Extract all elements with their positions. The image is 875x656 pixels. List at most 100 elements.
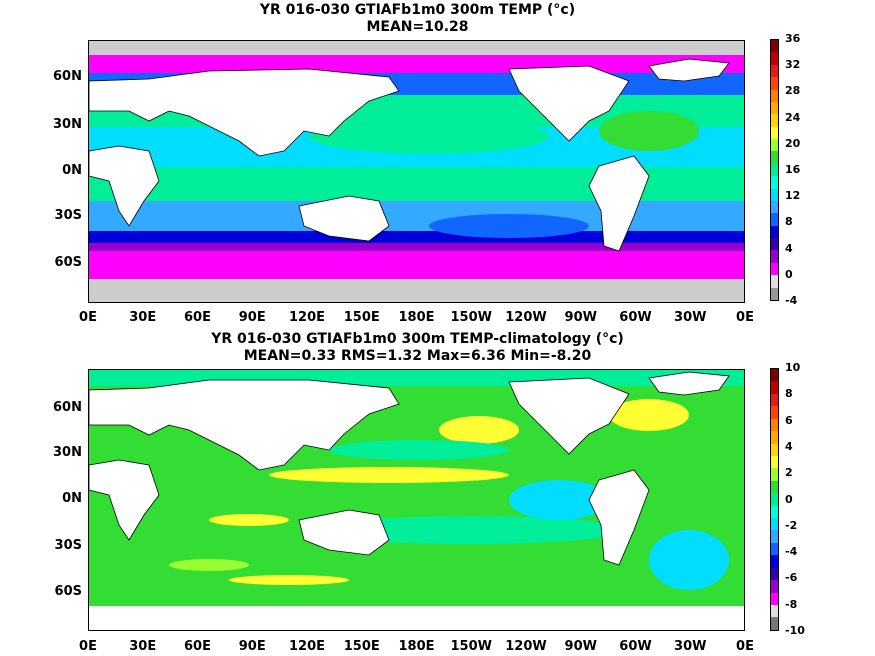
panel2-colorbar-segment [771,592,778,606]
panel1-colorbar-label: 16 [785,163,801,176]
panel2-xtick: 90E [238,639,266,654]
panel2-xtick: 0E [79,639,97,654]
panel1-colorbar-segment [771,176,778,189]
panel2-colorbar-label: -2 [785,518,798,532]
panel2-colorbar-label: -4 [785,545,798,559]
panel1-colorbar-label: 12 [785,189,801,203]
panel1-xtick: 60E [184,310,211,325]
panel1-xtick: 120W [505,310,547,325]
panel2-colorbar-segment [771,480,778,494]
panel2-colorbar-segment [771,518,778,531]
panel2-colorbar-segment [771,369,778,382]
panel2-ytick: 30S [54,538,82,553]
panel1-colorbar-segment [771,139,778,152]
panel2-colorbar-label: 4 [785,439,793,453]
panel1-ytick: 0N [62,163,82,178]
panel1-colorbar-segment [771,89,778,102]
panel1-colorbar-label: 4 [785,241,793,255]
panel1-xtick: 120E [288,310,326,325]
panel1-colorbar-segment [771,250,778,263]
panel1-xtick: 180E [398,310,435,325]
panel2-xtick: 30W [674,639,707,654]
panel1-xtick: 150W [450,310,492,325]
panel2-colorbar-label: 6 [785,413,793,427]
panel1-colorbar-segment [771,40,778,53]
panel1-colorbar-label: 0 [785,267,793,281]
panel2-colorbar-segment [771,567,778,581]
panel2-map [88,369,745,631]
panel1-colorbar-label: 8 [785,215,793,229]
panel2-xtick: 0E [736,639,754,654]
panel1-colorbar [770,39,779,301]
panel1-subtitle: MEAN=10.28 [366,19,469,35]
panel1-colorbar-segment [771,262,778,276]
panel2-colorbar-segment [771,617,778,630]
panel1-colorbar-label: 28 [785,84,801,98]
panel1-title: YR 016-030 GTIAFb1m0 300m TEMP (°c) [259,2,576,18]
panel1-colorbar-segment [771,213,778,226]
panel2-colorbar [770,368,779,631]
panel1-xtick: 0E [736,310,754,325]
panel1-xtick: 90E [238,310,266,325]
panel2-xtick: 30E [129,639,157,654]
panel2-colorbar-label: -8 [785,597,798,611]
panel2-colorbar-label: 10 [785,361,801,374]
panel2-colorbar-label: -6 [785,571,798,585]
panel1-ytick: 60S [54,255,82,270]
panel2-xtick: 90W [564,639,597,654]
panel2-colorbar-segment [771,406,778,419]
panel1-colorbar-segment [771,225,778,238]
panel2-xtick: 60E [184,639,211,654]
panel2-colorbar-segment [771,443,778,456]
panel2-colorbar-segment [771,455,778,469]
panel2-colorbar-label: 8 [785,387,793,401]
panel2-colorbar-segment [771,418,778,432]
panel2-ytick: 0N [62,491,82,506]
panel1-colorbar-segment [771,52,778,65]
panel1-colorbar-segment [771,163,778,177]
panel1-colorbar-label: 20 [785,136,801,150]
panel1-xtick: 0E [79,310,97,325]
panel1-colorbar-label: 24 [785,110,801,124]
panel1-colorbar-segment [771,126,778,139]
panel2-colorbar-segment [771,542,778,556]
panel2-xtick: 150E [343,639,380,654]
panel1-ytick: 30N [53,117,82,132]
panel1-colorbar-segment [771,200,778,214]
panel2-xtick: 120W [505,639,547,654]
panel1-colorbar-segment [771,114,778,127]
panel1-colorbar-segment [771,287,778,300]
panel1-xtick: 30E [129,310,157,325]
panel2-colorbar-segment [771,431,778,444]
panel1-colorbar-segment [771,238,778,251]
panel2-colorbar-label: 2 [785,466,793,480]
panel2-ytick: 60N [53,400,82,415]
panel2-xtick: 150W [450,639,492,654]
panel1-xtick: 150E [343,310,380,325]
panel1-colorbar-label: 32 [785,58,801,72]
panel2-subtitle: MEAN=0.33 RMS=1.32 Max=6.36 Min=-8.20 [243,348,592,364]
panel1-colorbar-segment [771,77,778,90]
panel1-ytick: 60N [53,69,82,84]
panel2-colorbar-segment [771,505,778,519]
panel2-colorbar-segment [771,393,778,407]
panel2-colorbar-segment [771,381,778,394]
panel1-colorbar-segment [771,101,778,115]
panel2-colorbar-segment [771,605,778,618]
panel2-colorbar-segment [771,530,778,543]
panel1-colorbar-segment [771,275,778,288]
panel1-xtick: 90W [564,310,597,325]
panel2-xtick: 120E [288,639,326,654]
panel2-xtick: 180E [398,639,435,654]
panel2-colorbar-segment [771,468,778,481]
panel2-ytick: 30N [53,445,82,460]
panel1-colorbar-label: -4 [785,294,798,307]
panel1-xtick: 60W [619,310,652,325]
panel1-ytick: 30S [54,208,82,223]
panel2-colorbar-label: -10 [785,624,805,637]
panel2-colorbar-segment [771,580,778,593]
panel2-colorbar-segment [771,493,778,506]
panel1-colorbar-label: 36 [785,32,801,45]
panel2-title: YR 016-030 GTIAFb1m0 300m TEMP-climatolo… [211,331,624,347]
panel1-map [88,40,745,303]
